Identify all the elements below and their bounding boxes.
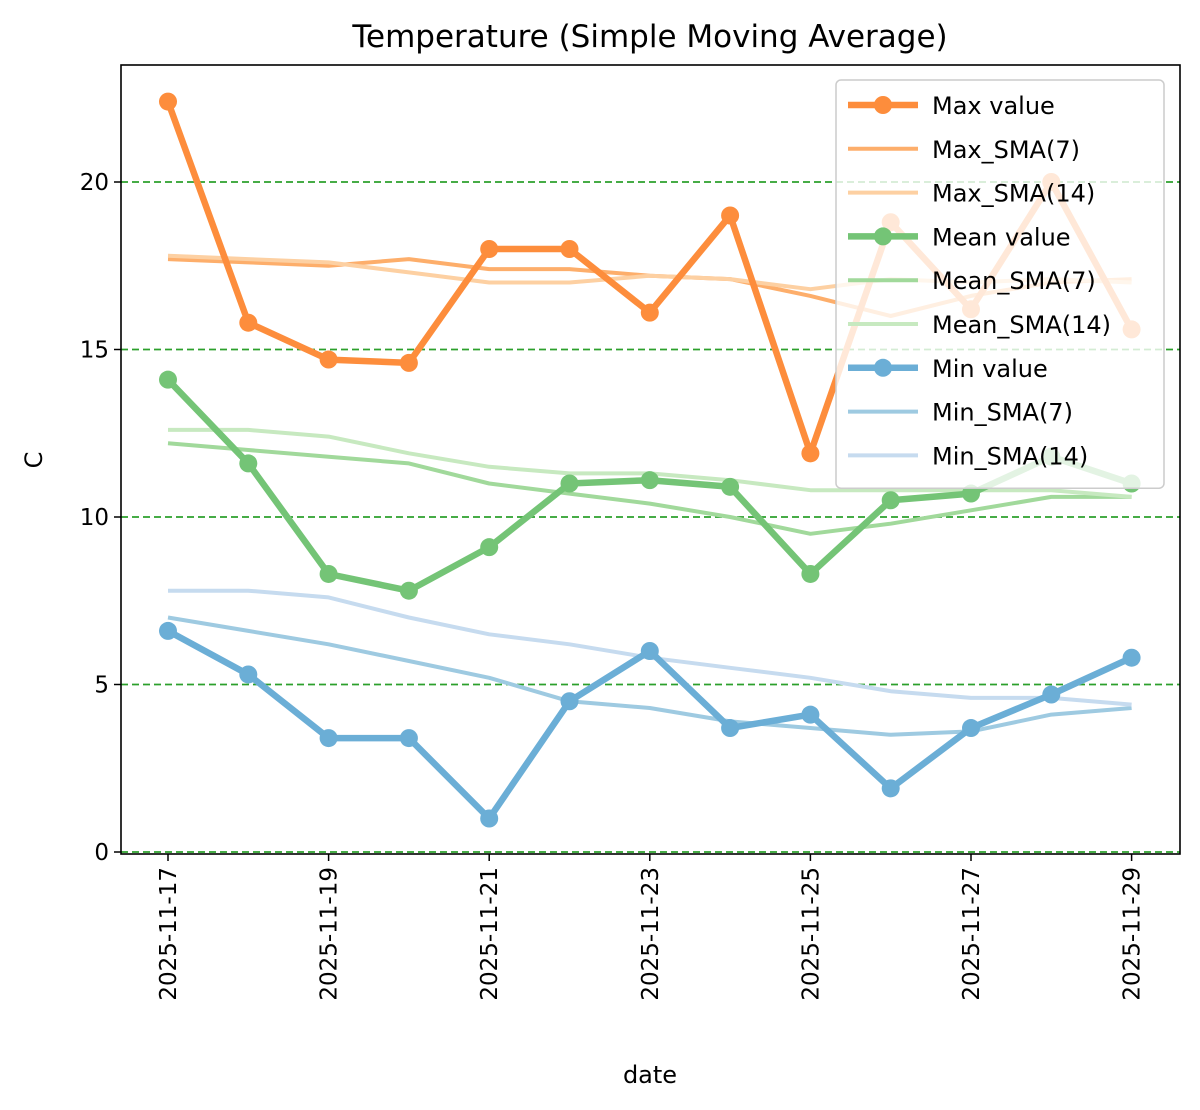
data-point	[239, 454, 258, 473]
legend-label: Max_SMA(14)	[932, 180, 1095, 208]
data-point	[319, 350, 338, 369]
data-point	[319, 564, 338, 583]
data-point	[480, 240, 499, 258]
y-tick-label: 10	[80, 505, 109, 531]
x-tick-label: 2025-11-17	[156, 867, 182, 1001]
legend-item: Max value	[848, 92, 1055, 120]
data-point	[159, 92, 177, 111]
x-axis-label: date	[623, 1061, 677, 1089]
data-point	[640, 303, 659, 322]
y-axis: 0 5 10 15 20	[80, 170, 121, 866]
legend: Max value Max_SMA(7) Max_SMA(14) Mean value…	[835, 79, 1165, 489]
legend-item: Max_SMA(14)	[848, 180, 1095, 208]
x-tick-label: 2025-11-27	[959, 867, 985, 1001]
legend-label: Min_SMA(14)	[932, 442, 1088, 470]
data-point	[560, 240, 579, 258]
data-point	[480, 538, 499, 557]
series-Min value	[159, 621, 1141, 828]
data-point	[1042, 685, 1061, 704]
y-axis-label: C	[20, 452, 48, 469]
x-tick-label: 2025-11-25	[798, 867, 824, 1001]
data-point	[560, 692, 579, 711]
data-point	[881, 491, 900, 510]
data-point	[640, 471, 659, 490]
data-point	[721, 719, 740, 738]
legend-marker	[874, 358, 892, 377]
data-point	[239, 313, 258, 332]
data-point	[721, 206, 740, 225]
legend-label: Max_SMA(7)	[932, 136, 1080, 164]
data-point	[399, 353, 418, 372]
series-Mean_SMA(7)	[167, 441, 1132, 536]
legend-label: Max value	[932, 92, 1055, 120]
data-point	[239, 665, 258, 684]
data-point	[399, 581, 418, 600]
x-tick-label: 2025-11-23	[638, 867, 664, 1001]
data-point	[962, 484, 980, 503]
data-point	[319, 729, 338, 748]
data-point	[159, 621, 177, 640]
data-point	[480, 809, 499, 828]
legend-label: Min_SMA(7)	[932, 399, 1073, 427]
legend-label: Mean_SMA(7)	[932, 267, 1096, 295]
x-axis: 2025-11-17 2025-11-19 2025-11-21 2025-11-23…	[156, 854, 1146, 1001]
data-point	[801, 705, 820, 724]
series-line	[167, 615, 1132, 737]
y-tick-label: 20	[80, 170, 109, 196]
data-point	[881, 779, 900, 798]
data-point	[640, 642, 659, 660]
legend-marker	[874, 227, 892, 246]
data-point	[560, 474, 579, 493]
y-tick-label: 5	[94, 673, 109, 699]
data-point	[801, 564, 820, 583]
data-point	[962, 719, 980, 738]
legend-item: Max_SMA(7)	[848, 136, 1080, 164]
y-tick-label: 15	[80, 338, 109, 364]
legend-item: Min value	[848, 355, 1048, 383]
data-point	[801, 444, 820, 463]
series-Min_SMA(7)	[167, 615, 1132, 737]
legend-item: Min_SMA(14)	[848, 442, 1088, 470]
x-tick-label: 2025-11-21	[477, 867, 503, 1001]
chart-title: Temperature (Simple Moving Average)	[351, 19, 947, 55]
legend-marker	[874, 96, 892, 114]
data-point	[721, 477, 740, 496]
series-layer	[159, 92, 1141, 828]
x-tick-label: 2025-11-29	[1120, 867, 1146, 1001]
x-tick-label: 2025-11-19	[317, 867, 343, 1001]
series-line	[167, 441, 1132, 536]
legend-item: Mean_SMA(7)	[848, 267, 1096, 295]
legend-label: Mean value	[932, 223, 1071, 251]
legend-item: Mean_SMA(14)	[848, 311, 1111, 339]
y-tick-label: 0	[94, 840, 109, 866]
legend-label: Min value	[932, 355, 1048, 383]
legend-box	[835, 79, 1165, 489]
data-point	[1122, 648, 1141, 667]
legend-item: Min_SMA(7)	[848, 399, 1073, 427]
legend-item: Mean value	[848, 223, 1071, 251]
legend-label: Mean_SMA(14)	[932, 311, 1111, 339]
data-point	[159, 370, 177, 389]
data-point	[399, 729, 418, 748]
